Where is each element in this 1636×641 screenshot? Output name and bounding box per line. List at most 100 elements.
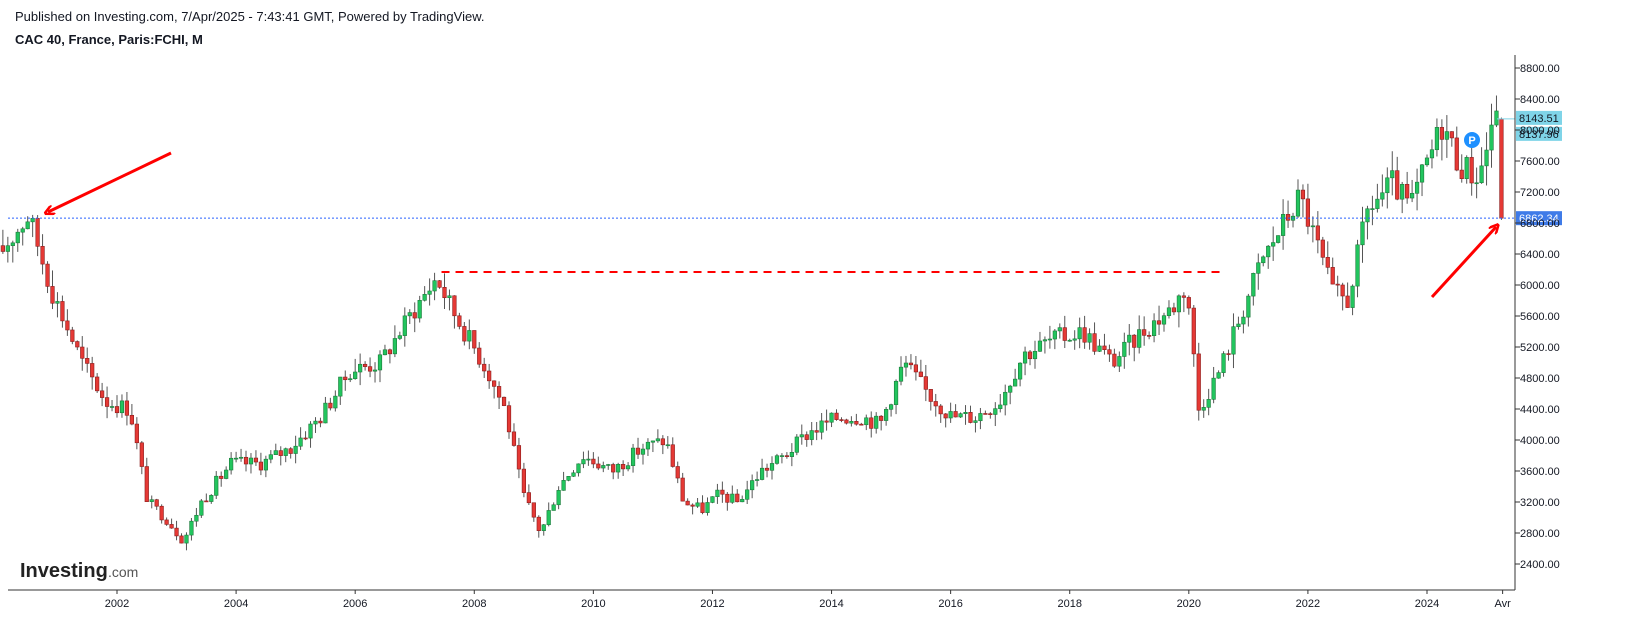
candle-body xyxy=(1062,327,1067,341)
high-price-label: 8143.51 xyxy=(1519,113,1559,125)
candle-body xyxy=(611,464,616,473)
candle-body xyxy=(293,445,298,454)
candle-body xyxy=(219,475,224,479)
x-tick-label: 2004 xyxy=(224,598,248,610)
candle-body xyxy=(1156,320,1162,325)
candle-body xyxy=(968,412,973,423)
candle-body xyxy=(45,263,50,287)
candle-body xyxy=(1226,353,1231,355)
y-tick-label: 5200.00 xyxy=(1520,342,1560,354)
candle-body xyxy=(1147,335,1152,337)
candle-body xyxy=(874,415,879,429)
y-tick-label: 6000.00 xyxy=(1520,280,1560,292)
candle-body xyxy=(1042,339,1048,342)
candle-body xyxy=(963,412,968,415)
symbol-title: CAC 40, France, Paris:FCHI, M xyxy=(15,32,203,47)
candle-body xyxy=(328,402,333,409)
candle-body xyxy=(526,492,531,504)
candle-body xyxy=(1484,149,1489,167)
candle-body xyxy=(1360,221,1365,246)
candle-body xyxy=(407,312,412,317)
candle-body xyxy=(184,534,189,544)
candle-body xyxy=(70,329,75,342)
candle-body xyxy=(224,469,229,479)
candle-body xyxy=(1122,341,1127,357)
candle-body xyxy=(1037,340,1043,352)
candle-body xyxy=(978,413,983,422)
candle-body xyxy=(462,326,467,342)
candle-body xyxy=(581,459,586,465)
candle-body xyxy=(238,456,244,459)
candle-body xyxy=(159,505,164,521)
candle-body xyxy=(893,380,899,405)
candle-body xyxy=(635,447,641,455)
candle-body xyxy=(432,280,437,292)
candle-body xyxy=(1345,295,1350,308)
candle-body xyxy=(1022,351,1028,364)
candle-body xyxy=(358,363,363,373)
y-tick-label: 4800.00 xyxy=(1520,373,1560,385)
candle-body xyxy=(670,444,675,467)
candle-body xyxy=(1018,362,1023,380)
candle-body xyxy=(1112,353,1117,367)
x-tick-label: 2002 xyxy=(105,598,129,610)
candle-body xyxy=(1365,208,1370,223)
candle-body xyxy=(1494,110,1499,126)
candle-body xyxy=(1434,127,1440,151)
candle-body xyxy=(1137,329,1142,348)
candle-body xyxy=(715,489,720,497)
candle-body xyxy=(1082,327,1087,343)
candle-body xyxy=(799,434,804,438)
candle-body xyxy=(288,448,293,454)
candle-body xyxy=(1474,182,1479,185)
candle-body xyxy=(95,376,100,392)
y-tick-label: 7600.00 xyxy=(1520,156,1560,168)
candle-body xyxy=(194,514,199,522)
candle-body xyxy=(606,464,611,466)
candle-body xyxy=(898,366,904,382)
candle-body xyxy=(114,406,120,414)
candle-body xyxy=(1280,214,1286,236)
candle-body xyxy=(1176,295,1181,313)
candle-body xyxy=(487,370,492,382)
candle-body xyxy=(953,411,958,418)
candle-body xyxy=(109,406,115,408)
candle-body xyxy=(725,493,730,503)
candle-body xyxy=(353,371,358,380)
candle-body xyxy=(243,456,249,465)
x-tick-label: 2010 xyxy=(581,598,605,610)
candle-body xyxy=(1479,165,1484,184)
candle-body xyxy=(720,489,725,495)
candle-body xyxy=(630,447,636,466)
candle-body xyxy=(804,434,809,440)
candle-body xyxy=(665,444,670,447)
candle-body xyxy=(621,464,626,470)
candle-body xyxy=(427,290,432,295)
candle-body xyxy=(1097,345,1102,352)
candle-body xyxy=(15,231,20,244)
candle-body xyxy=(1429,149,1435,159)
y-tick-label: 6400.00 xyxy=(1520,249,1560,261)
candle-body xyxy=(1161,315,1167,325)
candle-body xyxy=(943,413,948,419)
candle-body xyxy=(923,376,928,390)
prev-price-label-box xyxy=(1516,126,1562,141)
candle-body xyxy=(888,404,894,410)
candle-body xyxy=(601,465,606,469)
candle-body xyxy=(1295,189,1301,217)
candle-body xyxy=(680,477,685,502)
candle-body xyxy=(412,312,417,319)
candle-body xyxy=(645,441,651,450)
overlay-group: P 8143.51 8137.96 6862.34 xyxy=(8,110,1562,299)
candle-body xyxy=(1400,183,1405,200)
candle-body xyxy=(1439,127,1444,140)
candle-body xyxy=(814,430,819,433)
candle-body xyxy=(482,363,487,372)
candle-body xyxy=(1077,327,1082,340)
y-tick-label: 8400.00 xyxy=(1520,94,1560,106)
candle-body xyxy=(1424,157,1430,166)
arrow-right-annotation xyxy=(1430,227,1496,299)
candle-body xyxy=(496,386,502,398)
candle-body xyxy=(1132,334,1137,348)
